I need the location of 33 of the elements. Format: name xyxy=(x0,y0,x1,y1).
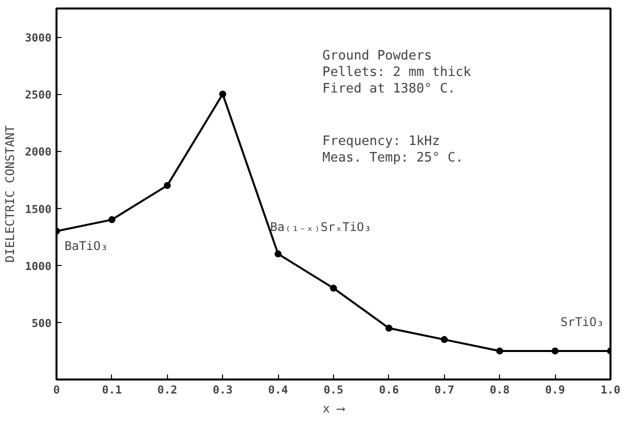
point xyxy=(330,284,337,292)
annotation: Ground Powders Pellets: 2 mm thick Fired at 1380° C. xyxy=(322,48,472,96)
point xyxy=(108,216,116,224)
point xyxy=(164,182,171,189)
y-tick-label: 1000 xyxy=(25,260,52,273)
x-tick-label: 0.3 xyxy=(212,384,233,396)
annotation: Frequency: 1kHz Meas. Temp: 25° C. xyxy=(322,134,464,166)
x-tick-label: 0 xyxy=(53,384,60,396)
x-tick-label: 0.9 xyxy=(545,384,566,396)
y-axis-title: DIELECTRIC CONSTANT xyxy=(3,125,18,263)
x-tick-label: 0.2 xyxy=(157,384,178,396)
point xyxy=(496,347,504,354)
x-tick-label: 0.7 xyxy=(434,384,454,396)
x-tick-label: 1.0 xyxy=(600,384,620,396)
y-tick-label: 2000 xyxy=(25,146,52,159)
y-tick-label: 2500 xyxy=(25,88,52,102)
annotation: SrTiO₃ xyxy=(560,314,604,329)
y-tick-label: 500 xyxy=(32,316,52,330)
point xyxy=(440,336,448,344)
annotation: BaTiO₃ xyxy=(64,239,108,254)
annotation: Ba₍₁₋ₓ₎SrₓTiO₃ xyxy=(270,220,372,234)
point xyxy=(274,250,282,258)
x-tick-label: 0.6 xyxy=(378,384,400,396)
x-axis-title: x ⟶ xyxy=(322,402,346,416)
x-tick-label: 0.4 xyxy=(268,384,288,396)
x-tick-label: 0.5 xyxy=(324,384,344,396)
x-tick-label: 0.1 xyxy=(102,384,122,396)
point xyxy=(219,90,226,98)
x-tick-label: 0.8 xyxy=(490,384,510,396)
point xyxy=(552,347,559,354)
y-tick-label: 3000 xyxy=(25,32,52,45)
point xyxy=(385,324,392,332)
y-tick-label: 1500 xyxy=(25,202,52,216)
